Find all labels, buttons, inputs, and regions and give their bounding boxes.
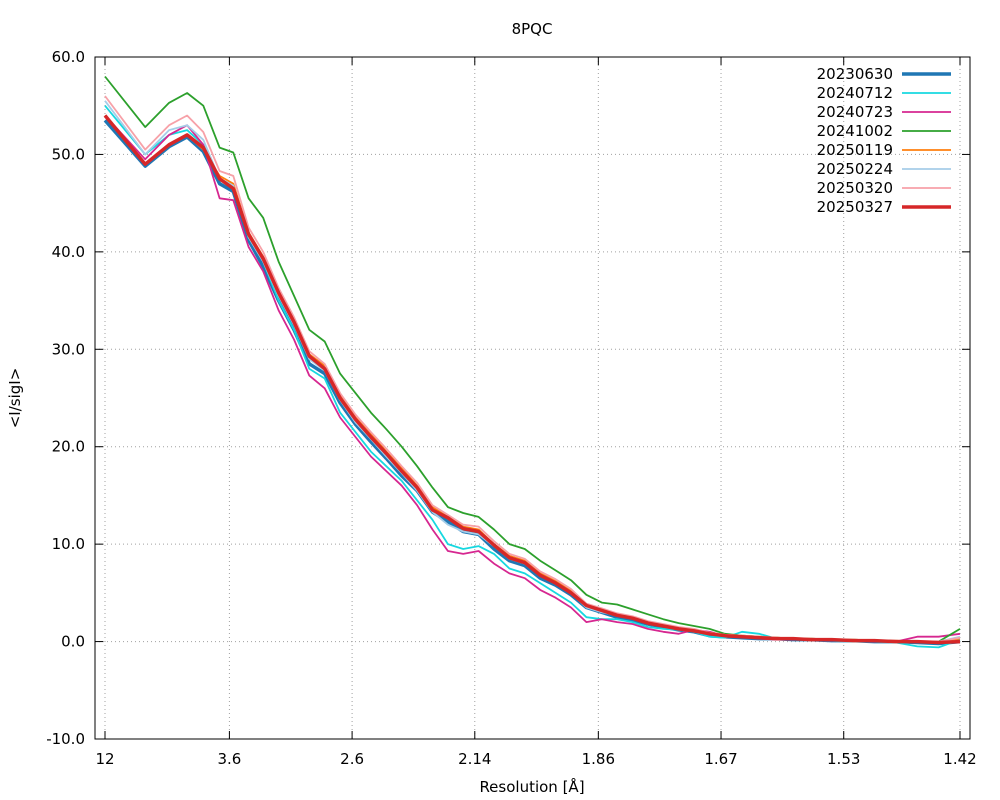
x-tick-label: 12 (95, 750, 114, 768)
x-tick-label: 2.6 (340, 750, 364, 768)
x-tick-label: 1.67 (704, 750, 737, 768)
y-tick-label: 10.0 (52, 535, 85, 553)
y-tick-label: 50.0 (52, 145, 85, 163)
y-tick-label: 60.0 (52, 48, 85, 66)
legend-label: 20240712 (817, 84, 893, 102)
legend-label: 20250119 (817, 141, 893, 159)
series-line-20250327 (103, 114, 961, 645)
x-tick-label: 1.42 (943, 750, 976, 768)
legend-label: 20250224 (817, 160, 893, 178)
legend-label: 20241002 (817, 122, 893, 140)
legend-label: 20230630 (817, 65, 893, 83)
x-axis: 12 3.6 2.6 2.14 1.86 1.67 1.53 1.42 (95, 57, 977, 768)
legend-label: 20250320 (817, 179, 893, 197)
legend: 2023063020240712202407232024100220250119… (817, 65, 951, 216)
x-tick-label: 2.14 (458, 750, 491, 768)
x-axis-label: Resolution [Å] (479, 777, 584, 796)
legend-label: 20250327 (817, 198, 893, 216)
y-tick-label: 40.0 (52, 243, 85, 261)
x-tick-label: 1.53 (827, 750, 860, 768)
y-tick-label: 30.0 (52, 340, 85, 358)
y-tick-label: 0.0 (61, 633, 85, 651)
y-axis-label: <I/sigI> (6, 368, 24, 429)
chart-title: 8PQC (512, 20, 553, 38)
grid-layer (95, 57, 970, 739)
x-tick-label: 3.6 (217, 750, 241, 768)
plot-frame (94, 56, 971, 740)
y-tick-label: -10.0 (46, 730, 85, 748)
legend-label: 20240723 (817, 103, 893, 121)
series-layer (103, 75, 961, 649)
y-tick-label: 20.0 (52, 438, 85, 456)
x-tick-label: 1.86 (582, 750, 615, 768)
y-axis: -10.0 0.0 10.0 20.0 30.0 40.0 50.0 60.0 (46, 48, 970, 748)
